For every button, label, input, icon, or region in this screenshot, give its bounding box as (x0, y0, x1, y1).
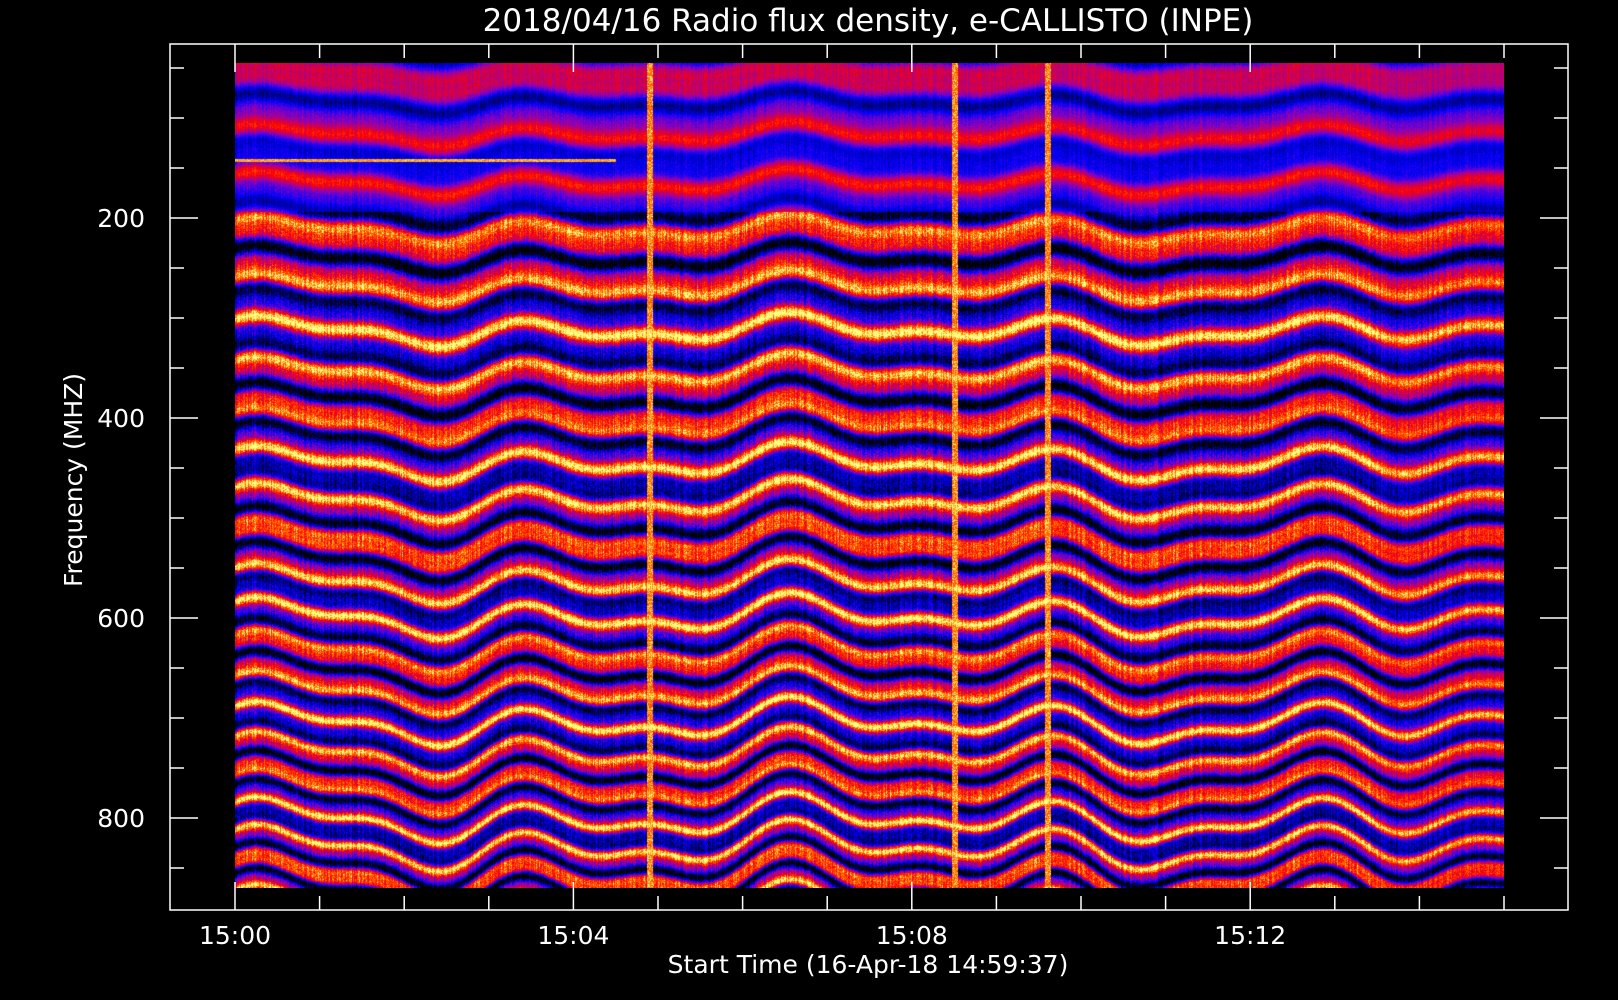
y-tick-label: 600 (97, 604, 145, 633)
y-axis-label: Frequency (MHZ) (59, 373, 88, 587)
y-tick-label: 200 (97, 204, 145, 233)
plot-frame (169, 43, 1569, 911)
spectrogram-heatmap (235, 63, 1504, 888)
x-tick-label: 15:00 (199, 921, 271, 950)
axis-ticks: 200 400 600 800 15:00 15:04 15:08 15:12 (97, 44, 1568, 950)
x-tick-label: 15:08 (876, 921, 948, 950)
y-tick-label: 800 (97, 804, 145, 833)
y-tick-label: 400 (97, 404, 145, 433)
x-tick-label: 15:04 (537, 921, 609, 950)
x-tick-label: 15:12 (1214, 921, 1286, 950)
spectrogram-image (235, 63, 1504, 888)
x-axis-label: Start Time (16-Apr-18 14:59:37) (668, 950, 1069, 979)
chart-title: 2018/04/16 Radio flux density, e-CALLIST… (483, 3, 1254, 39)
